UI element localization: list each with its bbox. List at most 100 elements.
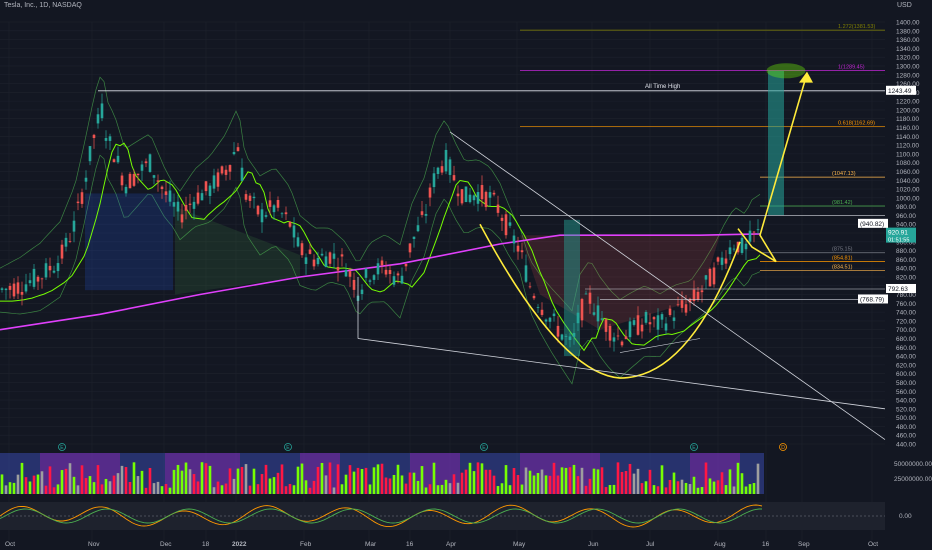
volume-bar	[456, 482, 460, 494]
volume-bar	[364, 467, 368, 494]
volume-bar	[160, 486, 164, 494]
channel-line	[619, 338, 701, 353]
volume-bar	[80, 465, 84, 494]
volume-bar	[312, 480, 316, 494]
candle-body	[320, 253, 324, 256]
candle-body	[384, 269, 388, 275]
volume-bar	[528, 470, 532, 494]
event-marker-circle	[690, 443, 698, 451]
volume-bar	[500, 483, 504, 494]
candle-body	[504, 214, 508, 236]
candle-body	[428, 187, 432, 198]
price-label-text: 920.91	[888, 230, 908, 237]
y-tick-label: 860.00	[896, 257, 916, 264]
volume-bar	[752, 483, 756, 494]
candle-body	[388, 270, 392, 275]
volume-bar	[88, 476, 92, 494]
drawing-overlays: All Time High 1.272(1381.53) 1(1289.45) 0.6…	[98, 24, 886, 440]
candle-body	[36, 276, 40, 282]
candle-body	[396, 273, 400, 276]
candle-body	[648, 322, 652, 325]
y-tick-label: 840.00	[896, 266, 916, 273]
price-label-box	[886, 283, 916, 293]
volume-bar	[704, 462, 708, 494]
candle-body	[96, 114, 100, 124]
candle-body	[592, 312, 596, 315]
oscillator-pane: 0.00	[0, 502, 912, 530]
candle-body	[684, 304, 688, 313]
candle-body	[608, 325, 612, 341]
candle-body	[72, 220, 76, 232]
candle-body	[512, 235, 516, 244]
candle-body	[216, 172, 220, 187]
candle-body	[268, 200, 272, 207]
y-tick-label: 540.00	[896, 398, 916, 405]
fib-level-label: 0.618(1162.69)	[838, 120, 875, 126]
candle-body	[112, 159, 116, 163]
candle-body	[252, 196, 256, 199]
x-tick-label: Oct	[5, 541, 15, 548]
y-tick-label: 1020.00	[896, 187, 920, 194]
symbol-title[interactable]: Tesla, Inc., 1D, NASDAQ	[4, 2, 82, 9]
volume-bar	[720, 472, 724, 494]
volume-bar	[732, 486, 736, 494]
price-label-text: 1243.49	[888, 88, 912, 95]
candle-body	[536, 307, 540, 308]
candle-body	[412, 236, 416, 239]
candle-body	[516, 245, 520, 252]
volume-bar	[600, 467, 604, 494]
y-tick-label: 820.00	[896, 274, 916, 281]
candle-body	[448, 159, 452, 175]
volume-bar	[596, 469, 600, 494]
volume-purple-region	[520, 453, 600, 494]
volume-bar	[124, 467, 128, 494]
candle-body	[560, 334, 564, 340]
volume-bar	[480, 463, 484, 494]
x-tick-label: Mar	[365, 541, 377, 548]
y-tick-label: 1400.00	[896, 20, 920, 27]
y-tick-label: 1140.00	[896, 134, 919, 141]
candle-body	[488, 192, 492, 198]
candle-body	[672, 317, 676, 321]
volume-bar	[604, 487, 608, 494]
candle-body	[752, 231, 756, 233]
candle-body	[140, 164, 144, 171]
volume-bar	[580, 467, 584, 494]
time-axis[interactable]: Oct Nov Dec 18 2022 Feb Mar 16 Apr May Jun Jul Aug 16…	[5, 541, 878, 548]
volume-bar	[212, 487, 216, 494]
candle-body	[704, 275, 708, 280]
y-tick-label: 500.00	[896, 415, 916, 422]
volume-bar	[12, 482, 16, 494]
volume-bar	[376, 464, 380, 494]
candle-body	[248, 195, 252, 201]
candle-body	[128, 173, 132, 189]
candle-body	[52, 270, 56, 273]
y-tick-label: 720.00	[896, 318, 916, 325]
fib-level-label: 1.272(1381.53)	[838, 24, 875, 30]
volume-bar	[352, 471, 356, 494]
y-tick-label: 980.00	[896, 204, 916, 211]
candle-body	[452, 175, 456, 181]
volume-bar	[692, 476, 696, 494]
candle-body	[60, 244, 64, 259]
volume-bar	[532, 475, 536, 494]
candle-body	[416, 225, 420, 232]
candle-body	[296, 237, 300, 247]
candle-body	[612, 337, 616, 342]
volume-bar	[136, 476, 140, 494]
oscillator-line-b	[0, 508, 762, 524]
volume-bar	[268, 478, 272, 494]
volume-bar	[204, 463, 208, 494]
candle-body	[552, 313, 556, 317]
candle-body	[188, 203, 192, 205]
y-tick-label: 1380.00	[896, 28, 920, 35]
volume-bar	[608, 485, 612, 494]
volume-bar	[484, 469, 488, 494]
oscillator-axis-label: 0.00	[899, 513, 912, 520]
candle-body	[732, 248, 736, 250]
volume-bar	[56, 484, 60, 494]
volume-bar	[132, 462, 136, 494]
volume-bar	[404, 483, 408, 494]
